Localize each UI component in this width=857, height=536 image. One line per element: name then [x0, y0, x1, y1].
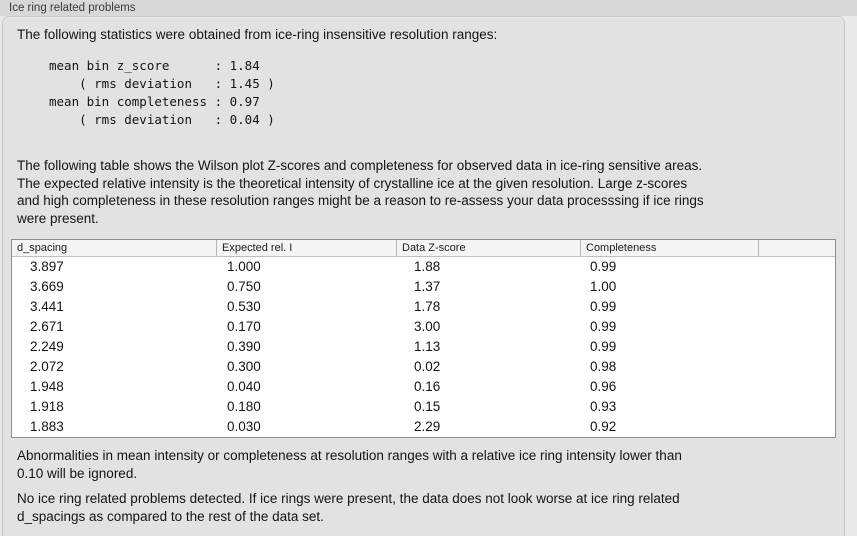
description-text: The following table shows the Wilson plo… — [17, 158, 704, 227]
table-cell: 1.883 — [30, 419, 64, 434]
table-cell: 2.671 — [30, 319, 64, 334]
ice-ring-table: d_spacing Expected rel. I Data Z-score C… — [11, 239, 836, 438]
table-cell: 1.00 — [590, 279, 617, 294]
table-cell: 0.15 — [414, 399, 441, 414]
column-header-empty — [758, 240, 835, 256]
table-row[interactable]: 3.669 0.750 1.37 1.00 — [12, 277, 835, 297]
table-cell: 0.99 — [590, 299, 617, 314]
note-text: Abnormalities in mean intensity or compl… — [17, 448, 682, 481]
table-cell: 0.170 — [227, 319, 261, 334]
table-cell: 0.530 — [227, 299, 261, 314]
table-row[interactable]: 2.249 0.390 1.13 0.99 — [12, 337, 835, 357]
table-row[interactable]: 3.441 0.530 1.78 0.99 — [12, 297, 835, 317]
ice-ring-group-box: The following statistics were obtained f… — [2, 16, 845, 536]
table-cell: 0.390 — [227, 339, 261, 354]
panel-header-strip — [0, 0, 857, 16]
intro-text: The following statistics were obtained f… — [17, 27, 498, 42]
table-cell: 1.37 — [414, 279, 441, 294]
table-cell: 3.669 — [30, 279, 64, 294]
table-cell: 0.040 — [227, 379, 261, 394]
table-cell: 3.00 — [414, 319, 441, 334]
table-cell: 0.96 — [590, 379, 617, 394]
table-cell — [758, 317, 835, 337]
table-cell: 0.98 — [590, 359, 617, 374]
table-cell — [758, 277, 835, 297]
column-header-completeness: Completeness — [580, 240, 758, 256]
table-cell: 2.249 — [30, 339, 64, 354]
table-row[interactable]: 3.897 1.000 1.88 0.99 — [12, 257, 835, 277]
table-row[interactable]: 1.883 0.030 2.29 0.92 — [12, 417, 835, 437]
table-cell: 0.030 — [227, 419, 261, 434]
column-header-expected-rel-i: Expected rel. I — [216, 240, 396, 256]
table-cell: 1.948 — [30, 379, 64, 394]
table-cell: 0.750 — [227, 279, 261, 294]
column-header-d-spacing: d_spacing — [17, 242, 68, 254]
table-cell — [758, 357, 835, 377]
table-cell — [758, 417, 835, 437]
table-cell: 0.300 — [227, 359, 261, 374]
table-cell: 0.92 — [590, 419, 617, 434]
table-cell: 2.072 — [30, 359, 64, 374]
table-body: 3.897 1.000 1.88 0.99 3.669 0.750 1.37 1.00 3.44… — [12, 257, 835, 437]
table-cell: 0.99 — [590, 339, 617, 354]
table-row[interactable]: 2.671 0.170 3.00 0.99 — [12, 317, 835, 337]
table-cell — [758, 377, 835, 397]
table-cell: 0.16 — [414, 379, 441, 394]
table-cell — [758, 397, 835, 417]
table-row[interactable]: 2.072 0.300 0.02 0.98 — [12, 357, 835, 377]
table-cell: 1.88 — [414, 259, 441, 274]
table-cell: 3.897 — [30, 259, 64, 274]
table-cell: 0.99 — [590, 259, 617, 274]
table-cell: 1.13 — [414, 339, 441, 354]
table-row[interactable]: 1.948 0.040 0.16 0.96 — [12, 377, 835, 397]
table-cell: 1.000 — [227, 259, 261, 274]
table-cell: 3.441 — [30, 299, 64, 314]
table-cell: 2.29 — [414, 419, 441, 434]
table-row[interactable]: 1.918 0.180 0.15 0.93 — [12, 397, 835, 417]
column-header-data-z-score: Data Z-score — [396, 240, 580, 256]
conclusion-text: No ice ring related problems detected. I… — [17, 491, 680, 524]
table-header-row: d_spacing Expected rel. I Data Z-score C… — [12, 240, 835, 257]
panel-title: Ice ring related problems — [9, 2, 136, 14]
table-cell — [758, 337, 835, 357]
table-cell: 0.180 — [227, 399, 261, 414]
stats-block: mean bin z_score : 1.84 ( rms deviation … — [49, 58, 275, 127]
table-cell: 1.78 — [414, 299, 441, 314]
table-cell: 0.99 — [590, 319, 617, 334]
table-cell: 1.918 — [30, 399, 64, 414]
table-cell: 0.02 — [414, 359, 441, 374]
table-cell: 0.93 — [590, 399, 617, 414]
table-cell — [758, 257, 835, 277]
table-cell — [758, 297, 835, 317]
